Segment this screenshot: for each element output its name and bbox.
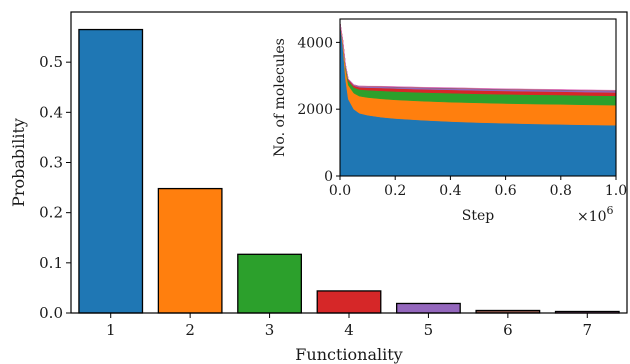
- y-tick-label: 0.0: [39, 304, 63, 322]
- inset-frame: [339, 18, 617, 177]
- inset-y-axis-label: No. of molecules: [272, 38, 288, 157]
- inset-x-tick-label: 0.0: [329, 183, 351, 199]
- inset-x-tick-label: 0.6: [494, 183, 516, 199]
- y-tick-label: 0.3: [39, 154, 63, 172]
- y-tick-label: 0.1: [39, 254, 63, 272]
- inset-x-axis-label: Step: [462, 208, 495, 224]
- inset-x-tick-label: 0.4: [439, 183, 461, 199]
- y-tick-label: 0.5: [39, 53, 63, 71]
- inset-x-tick-label: 1.0: [605, 183, 627, 199]
- inset-y-tick-label: 0: [324, 169, 333, 185]
- bar-2: [157, 187, 223, 314]
- y-tick-label: 0.4: [39, 103, 63, 121]
- y-axis-label: Probability: [9, 118, 28, 207]
- x-tick-label-7: 7: [583, 321, 593, 339]
- y-tick-label: 0.2: [39, 204, 63, 222]
- x-tick-label-2: 2: [185, 321, 195, 339]
- inset-x-multiplier: ×106: [577, 204, 614, 225]
- x-axis-label: Functionality: [295, 345, 402, 364]
- x-tick-label-1: 1: [106, 321, 116, 339]
- bar-3: [237, 253, 302, 314]
- x-tick-label-5: 5: [424, 321, 434, 339]
- inset-x-tick-label: 0.8: [550, 183, 572, 199]
- plot-frame: [70, 11, 628, 314]
- inset-x-tick-label: 0.2: [384, 183, 406, 199]
- x-tick-label-6: 6: [503, 321, 513, 339]
- inset-area-chart: 0.0 0.2 0.4 0.6 0.8 1.0 0 2000 4000: [297, 18, 627, 199]
- bar-1: [78, 28, 144, 314]
- inset-y-tick-label: 2000: [297, 102, 333, 118]
- x-tick-label-4: 4: [344, 321, 354, 339]
- inset-y-tick-label: 4000: [297, 35, 333, 51]
- bar-5: [396, 302, 461, 314]
- bar-4: [316, 290, 382, 314]
- x-tick-label-3: 3: [265, 321, 275, 339]
